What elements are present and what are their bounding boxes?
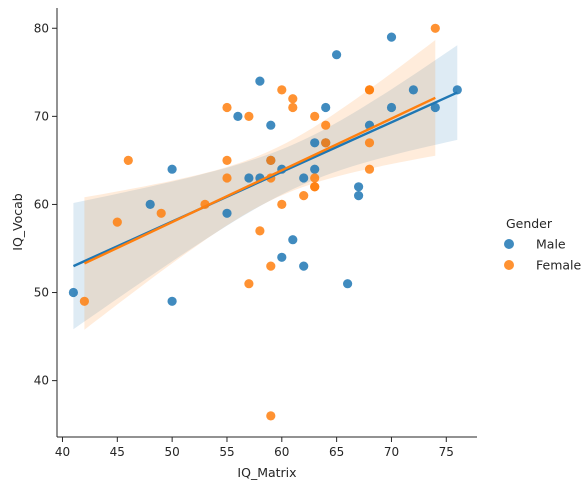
x-tick-label: 50: [165, 445, 180, 459]
point-male: [299, 173, 309, 183]
point-male: [68, 287, 78, 298]
point-female: [430, 23, 440, 33]
point-male: [288, 235, 298, 245]
legend-marker-male: [504, 239, 514, 249]
y-tick-label: 70: [34, 109, 49, 123]
point-female: [244, 111, 254, 121]
point-female: [321, 138, 331, 148]
regression-line-female: [83, 96, 436, 265]
point-female: [156, 208, 166, 218]
point-female: [266, 411, 276, 421]
point-female: [112, 217, 122, 227]
x-tick-label: 45: [110, 445, 125, 459]
point-female: [288, 94, 298, 104]
point-male: [310, 164, 320, 174]
point-female: [266, 155, 276, 165]
point-male: [233, 111, 243, 121]
point-female: [79, 296, 89, 306]
point-male: [343, 279, 353, 289]
x-tick-label: 70: [384, 445, 399, 459]
point-male: [408, 85, 418, 95]
point-male: [167, 164, 177, 174]
y-tick-label: 80: [34, 21, 49, 35]
point-male: [321, 102, 331, 113]
point-female: [310, 173, 320, 183]
y-tick-label: 40: [34, 374, 49, 388]
plot-area: [68, 23, 462, 421]
point-male: [277, 252, 287, 262]
legend-title: Gender: [506, 216, 553, 231]
point-male: [386, 102, 397, 113]
confidence-band-male: [73, 45, 458, 330]
y-tick-label: 50: [34, 286, 49, 300]
x-tick-label: 65: [329, 445, 344, 459]
point-male: [299, 261, 309, 271]
point-male: [222, 208, 232, 218]
point-female: [310, 182, 320, 192]
legend-label-male: Male: [536, 237, 566, 252]
y-tick-label: 60: [34, 197, 49, 211]
point-female: [310, 111, 320, 121]
point-male: [266, 120, 276, 130]
point-male: [255, 76, 265, 86]
point-female: [255, 226, 265, 236]
point-male: [386, 32, 397, 42]
point-female: [222, 173, 232, 183]
confidence-band-female: [84, 40, 436, 330]
point-female: [266, 261, 276, 271]
point-female: [321, 120, 331, 130]
point-male: [332, 50, 342, 60]
legend-marker-female: [504, 260, 514, 270]
point-female: [299, 191, 309, 201]
point-male: [167, 296, 177, 306]
point-female: [277, 85, 287, 95]
y-axis: 40 50 60 70 80: [34, 8, 58, 437]
point-female: [364, 138, 375, 148]
point-male: [145, 199, 155, 209]
point-female: [222, 102, 232, 113]
x-tick-label: 55: [219, 445, 234, 459]
x-tick-label: 75: [439, 445, 454, 459]
point-female: [244, 279, 254, 289]
point-male: [354, 182, 364, 192]
legend: Gender Male Female: [504, 216, 582, 273]
point-male: [430, 102, 440, 113]
point-female: [222, 155, 232, 165]
point-male: [310, 138, 320, 148]
legend-label-female: Female: [536, 258, 582, 273]
point-female: [277, 199, 287, 209]
x-axis: 40 45 50 55 60 65 70 75: [55, 436, 477, 459]
point-female: [123, 155, 133, 165]
point-male: [244, 173, 254, 183]
point-male: [452, 85, 462, 95]
x-tick-label: 40: [55, 445, 70, 459]
x-tick-label: 60: [274, 445, 289, 459]
point-female: [288, 102, 298, 113]
point-male: [354, 191, 364, 201]
point-female: [364, 164, 375, 174]
y-axis-label: IQ_Vocab: [10, 193, 25, 251]
point-female: [364, 85, 375, 95]
x-axis-label: IQ_Matrix: [237, 465, 296, 480]
